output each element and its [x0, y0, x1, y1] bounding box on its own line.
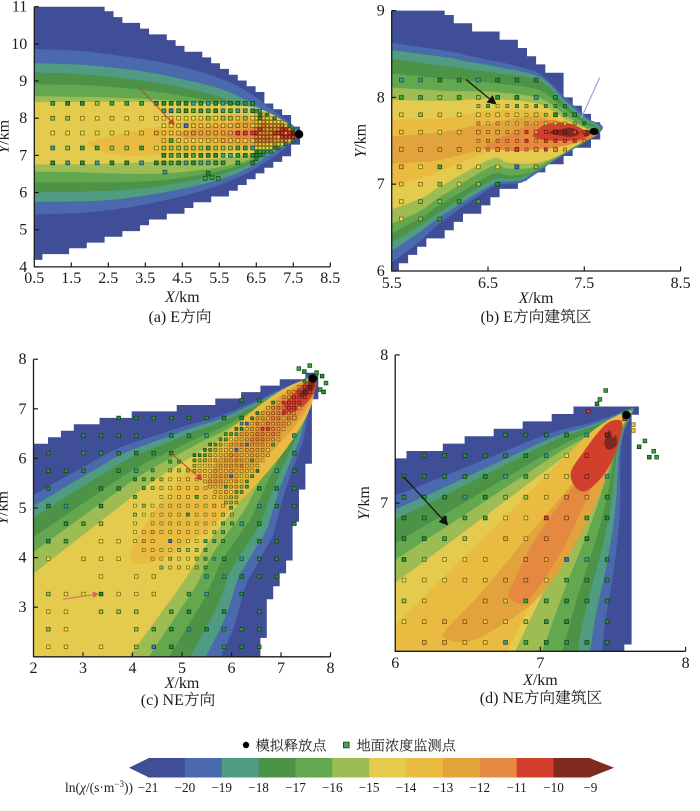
svg-text:7.5: 7.5	[574, 275, 594, 292]
svg-text:8: 8	[380, 347, 388, 364]
svg-text:6: 6	[19, 185, 27, 202]
svg-text:7.5: 7.5	[283, 270, 303, 287]
svg-text:10: 10	[11, 36, 27, 53]
svg-text:−10: −10	[543, 780, 564, 795]
svg-text:5: 5	[19, 222, 27, 239]
svg-text:11: 11	[12, 0, 27, 16]
svg-text:Y/km: Y/km	[353, 123, 370, 157]
svg-text:8.5: 8.5	[671, 275, 691, 292]
svg-text:8: 8	[377, 89, 385, 106]
svg-text:X/km: X/km	[164, 289, 200, 306]
svg-text:X/km: X/km	[522, 672, 558, 689]
svg-text:−9: −9	[583, 780, 597, 795]
svg-text:Y/km: Y/km	[356, 486, 373, 520]
svg-text:3: 3	[19, 599, 27, 616]
svg-text:5: 5	[178, 660, 186, 677]
svg-text:8: 8	[19, 110, 27, 127]
svg-text:8: 8	[682, 655, 690, 672]
svg-text:8: 8	[19, 351, 27, 368]
svg-text:8.5: 8.5	[320, 270, 340, 287]
svg-text:0.5: 0.5	[24, 270, 44, 287]
svg-text:(b) E: (b) E	[481, 309, 513, 326]
svg-text:9: 9	[377, 3, 385, 20]
svg-text:X/km: X/km	[164, 675, 200, 692]
svg-text:1.5: 1.5	[61, 270, 81, 287]
svg-text:5.5: 5.5	[382, 275, 402, 292]
svg-text:(c) NE: (c) NE	[141, 692, 184, 709]
svg-text:−16: −16	[322, 780, 343, 795]
svg-text:3: 3	[79, 660, 87, 677]
svg-text:2: 2	[30, 660, 38, 677]
svg-text:7: 7	[377, 176, 385, 193]
svg-text:7: 7	[277, 660, 285, 677]
svg-text:Y/km: Y/km	[0, 491, 12, 525]
svg-text:−17: −17	[285, 780, 306, 795]
svg-text:Y/km: Y/km	[0, 119, 12, 153]
svg-text:7: 7	[19, 401, 27, 418]
svg-text:−21: −21	[138, 780, 159, 795]
svg-text:−18: −18	[248, 780, 269, 795]
svg-text:5.5: 5.5	[209, 270, 229, 287]
svg-text:4: 4	[19, 550, 27, 567]
svg-text:2.5: 2.5	[98, 270, 118, 287]
svg-text:7: 7	[380, 495, 388, 512]
svg-text:6.5: 6.5	[246, 270, 266, 287]
svg-text:−13: −13	[433, 780, 454, 795]
svg-text:9: 9	[19, 73, 27, 90]
svg-text:4.5: 4.5	[172, 270, 192, 287]
svg-text:6: 6	[391, 655, 399, 672]
svg-text:−14: −14	[396, 780, 417, 795]
svg-text:−15: −15	[359, 780, 380, 795]
svg-text:3.5: 3.5	[135, 270, 155, 287]
svg-text:−19: −19	[211, 780, 232, 795]
svg-text:(d) NE: (d) NE	[480, 690, 524, 707]
svg-text:8: 8	[327, 660, 335, 677]
svg-text:6: 6	[19, 450, 27, 467]
svg-text:7: 7	[19, 147, 27, 164]
svg-text:4: 4	[129, 660, 137, 677]
svg-text:6: 6	[377, 263, 385, 280]
svg-text:(a) E: (a) E	[149, 309, 181, 326]
svg-text:5: 5	[19, 500, 27, 517]
svg-text:7: 7	[536, 655, 544, 672]
svg-text:−12: −12	[469, 780, 490, 795]
svg-text:−11: −11	[507, 780, 527, 795]
svg-text:4: 4	[19, 259, 27, 276]
svg-text:6: 6	[228, 660, 236, 677]
svg-text:X/km: X/km	[518, 290, 554, 307]
svg-text:6.5: 6.5	[478, 275, 498, 292]
svg-text:−20: −20	[175, 780, 196, 795]
